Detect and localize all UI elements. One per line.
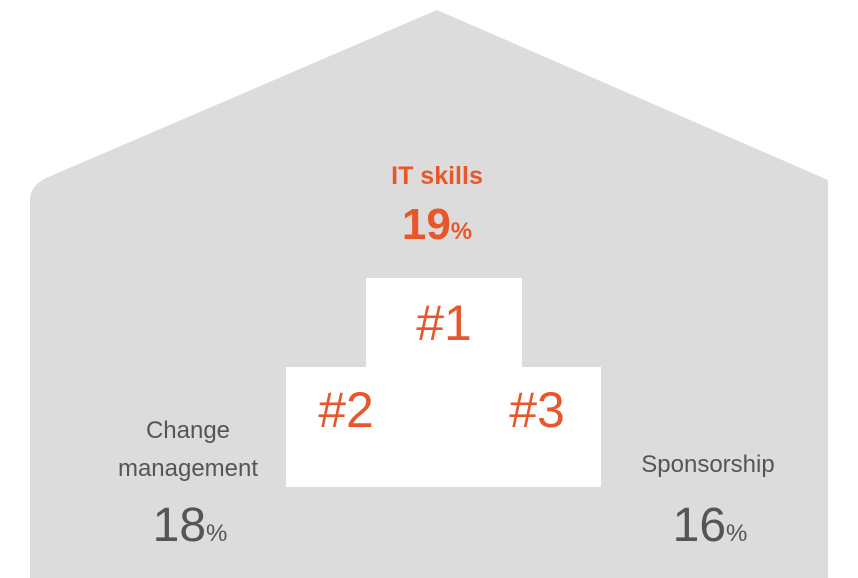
label-second: Change management — [117, 417, 259, 482]
value: 19 — [401, 200, 451, 249]
value: 18 — [152, 499, 207, 552]
rank-third: #3 — [509, 382, 565, 438]
rank-second: #2 — [318, 382, 374, 438]
unit: % — [206, 520, 228, 547]
value-second: 18% — [90, 502, 290, 550]
label-third: Sponsorship — [641, 451, 775, 478]
unit: % — [726, 520, 748, 547]
label-first: IT skills — [391, 162, 483, 190]
rank-first: #1 — [416, 295, 472, 351]
value: 16 — [672, 499, 727, 552]
value-third: 16% — [610, 502, 810, 550]
value-first: 19% — [287, 203, 587, 247]
unit: % — [450, 218, 473, 245]
podium-second-third — [286, 367, 601, 487]
podium-first — [366, 278, 522, 368]
